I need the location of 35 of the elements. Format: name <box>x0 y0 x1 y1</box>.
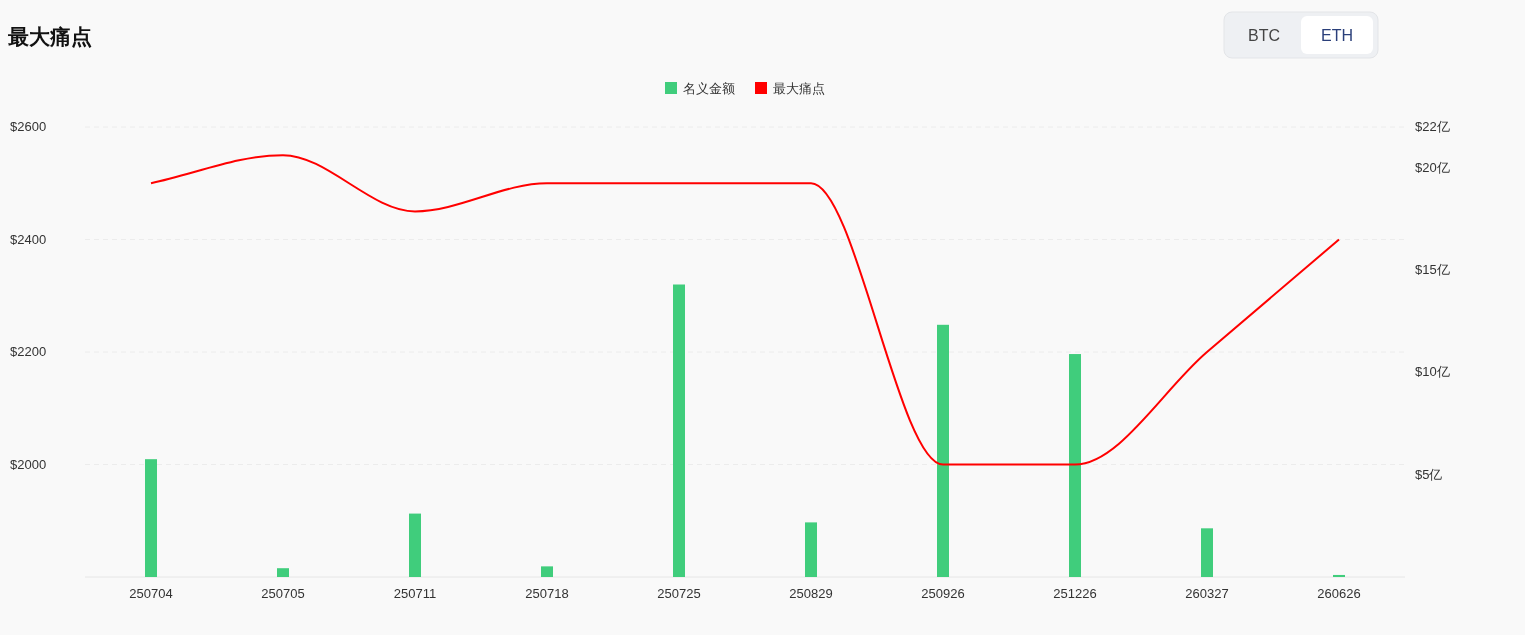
text: ETH <box>1321 27 1353 44</box>
bar <box>145 459 157 577</box>
x-tick-label: 250725 <box>657 586 701 601</box>
bar <box>1333 574 1345 577</box>
x-tick-label: 250704 <box>129 586 173 601</box>
bar <box>409 513 421 577</box>
legend-label: 名义金额 <box>683 81 735 96</box>
y2-tick-label: $10亿 <box>1415 364 1450 380</box>
x-tick-label: 250926 <box>921 586 965 601</box>
x-tick-label: 260626 <box>1317 586 1361 601</box>
y2-tick-label: $5亿 <box>1415 466 1443 482</box>
x-tick-label: 250829 <box>789 586 833 601</box>
x-tick-label: 250718 <box>525 586 569 601</box>
bar <box>541 566 553 577</box>
chart-title: 最大痛点 <box>7 25 92 49</box>
x-tick-label: 260327 <box>1185 586 1229 601</box>
y-tick-label: $2200 <box>10 344 47 359</box>
y-tick-label: $2000 <box>10 456 47 472</box>
bar <box>277 568 289 577</box>
x-tick-label: 251226 <box>1053 586 1097 601</box>
bar <box>673 284 685 577</box>
y-tick-label: $2400 <box>10 231 47 247</box>
legend-label: 最大痛点 <box>773 81 825 96</box>
x-tick-label: 250711 <box>393 586 437 601</box>
bar <box>937 324 949 577</box>
line-series <box>150 154 1340 466</box>
y-tick-label: $2600 <box>10 119 47 134</box>
x-tick-label: 250705 <box>261 586 305 601</box>
y2-tick-label: $15亿 <box>1415 262 1450 278</box>
y2-tick-label: $22亿 <box>1415 119 1450 134</box>
bar <box>1069 354 1081 577</box>
y2-tick-label: $20亿 <box>1415 159 1450 175</box>
text: BTC <box>1248 27 1280 44</box>
bar <box>805 522 817 577</box>
bar <box>1201 528 1213 577</box>
